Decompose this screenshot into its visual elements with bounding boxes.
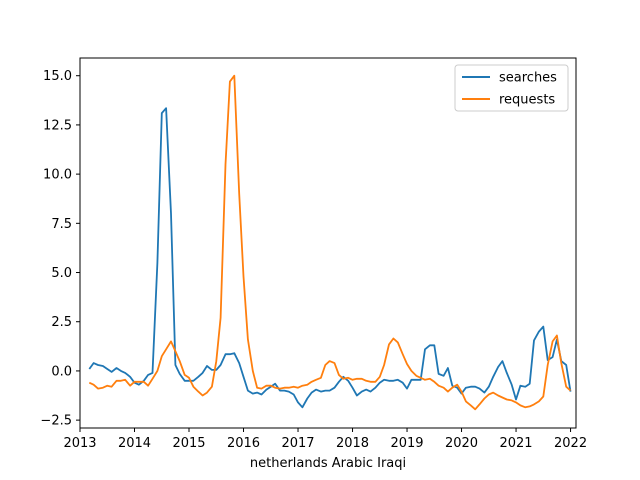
x-tick-label: 2021 (499, 436, 532, 451)
plot-lines (88, 74, 572, 411)
x-tick-label: 2016 (227, 436, 260, 451)
x-tick-label: 2013 (63, 436, 96, 451)
y-tick-label: 12.5 (43, 118, 72, 133)
x-tick-label: 2015 (172, 436, 205, 451)
x-tick-label: 2017 (281, 436, 314, 451)
y-tick-label: 2.5 (51, 315, 72, 330)
x-tick-label: 2022 (554, 436, 587, 451)
y-tick-label: 10.0 (43, 168, 72, 183)
plot-frame (79, 57, 577, 429)
series-line-requests (88, 74, 572, 411)
x-tick-label: 2019 (390, 436, 423, 451)
legend-label-searches: searches (499, 71, 557, 86)
y-tick-label: 15.0 (43, 69, 72, 84)
x-tick-label: 2020 (445, 436, 478, 451)
y-tick-label: −2.5 (40, 414, 72, 429)
x-axis-label: netherlands Arabic Iraqi (250, 456, 406, 471)
y-tick-label: 5.0 (51, 266, 72, 281)
x-tick-label: 2018 (336, 436, 369, 451)
y-tick-label: 0.0 (51, 364, 72, 379)
y-axis-ticks: −2.5 0.0 2.5 5.0 7.5 10.0 12.5 15.0 (40, 69, 80, 429)
y-tick-label: 7.5 (51, 217, 72, 232)
x-tick-label: 2014 (118, 436, 151, 451)
legend-label-requests: requests (499, 93, 555, 108)
x-axis-ticks: 2013 2014 2015 2016 2017 2018 2019 2020 2021 2022 (63, 428, 587, 451)
series-line-searches (88, 107, 572, 409)
legend: searches requests (454, 64, 569, 112)
